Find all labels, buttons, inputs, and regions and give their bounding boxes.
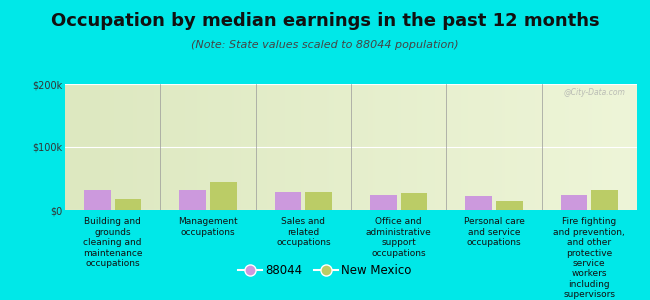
Bar	[210, 182, 237, 210]
Bar	[179, 190, 206, 210]
Text: @City-Data.com: @City-Data.com	[564, 88, 625, 97]
Text: Management
occupations: Management occupations	[178, 218, 238, 237]
Bar	[592, 190, 618, 210]
Bar	[465, 196, 492, 210]
Bar	[496, 200, 523, 210]
Text: Office and
administrative
support
occupations: Office and administrative support occupa…	[366, 218, 432, 258]
Bar	[370, 195, 396, 210]
Bar	[84, 190, 111, 210]
Text: Personal care
and service
occupations: Personal care and service occupations	[463, 218, 525, 247]
Text: Sales and
related
occupations: Sales and related occupations	[276, 218, 331, 247]
Bar	[561, 195, 588, 210]
Bar	[275, 192, 302, 210]
Text: (Note: State values scaled to 88044 population): (Note: State values scaled to 88044 popu…	[191, 40, 459, 50]
Bar	[400, 193, 427, 210]
Text: Fire fighting
and prevention,
and other
protective
service
workers
including
sup: Fire fighting and prevention, and other …	[553, 218, 625, 299]
Text: Building and
grounds
cleaning and
maintenance
occupations: Building and grounds cleaning and mainte…	[83, 218, 142, 268]
Bar	[114, 199, 141, 210]
Bar	[306, 192, 332, 210]
Legend: 88044, New Mexico: 88044, New Mexico	[233, 260, 417, 282]
Text: Occupation by median earnings in the past 12 months: Occupation by median earnings in the pas…	[51, 12, 599, 30]
